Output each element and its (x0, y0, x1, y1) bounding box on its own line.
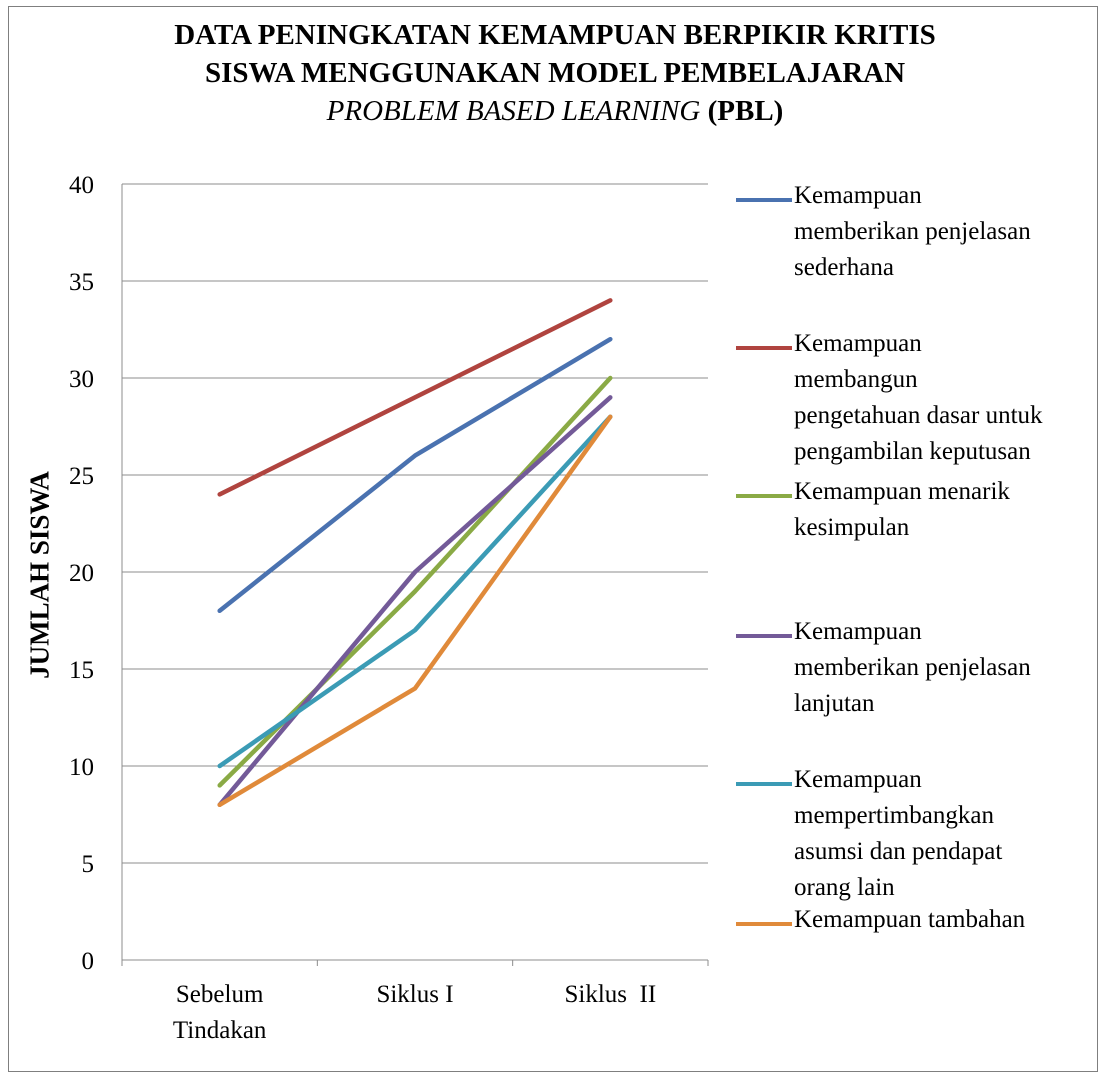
y-tick-label-5: 5 (82, 851, 95, 878)
y-tick-label-0: 0 (82, 948, 95, 975)
legend-swatch-5 (736, 782, 792, 786)
legend-swatch-1 (736, 198, 792, 202)
legend-label-line: mempertimbangkan (794, 802, 994, 829)
chart-title-line-1: DATA PENINGKATAN KEMAMPUAN BERPIKIR KRIT… (174, 19, 936, 51)
legend-swatch-3 (736, 494, 792, 498)
legend-swatch-4 (736, 634, 792, 638)
series-line-6 (217, 414, 613, 808)
chart-title-line-2: SISWA MENGGUNAKAN MODEL PEMBELAJARAN (204, 57, 906, 89)
series-line-5 (217, 414, 613, 769)
y-tick-label-30: 30 (69, 366, 94, 393)
chart-title-italic: PROBLEM BASED LEARNING (326, 95, 701, 127)
y-tick-label-15: 15 (69, 657, 94, 684)
y-tick-label-25: 25 (69, 463, 94, 490)
legend-label-line: pengetahuan dasar untuk (794, 402, 1043, 429)
x-tick-label-2-0: Siklus II (564, 981, 656, 1008)
series-line-1 (217, 336, 613, 614)
legend-label-line: membangun (794, 366, 918, 393)
legend-label-line: lanjutan (794, 690, 875, 717)
legend-label-line: memberikan penjelasan (794, 654, 1031, 681)
y-tick-label-10: 10 (69, 754, 94, 781)
legend-label-line: kesimpulan (794, 514, 910, 541)
series-line-2 (217, 298, 613, 497)
legend-swatch-6 (736, 922, 792, 926)
legend-label-2: Kemampuan membangun pengetahuan dasar untu… (794, 326, 1094, 470)
x-tick-label-0-1: Tindakan (173, 1017, 267, 1044)
legend-label-line: Kemampuan (794, 618, 922, 645)
legend-swatch-2 (736, 346, 792, 350)
legend-label-line: asumsi dan pendapat (794, 838, 1003, 865)
legend-label-line: Kemampuan (794, 766, 922, 793)
legend-label-line: pengambilan keputusan (794, 438, 1031, 465)
y-tick-label-35: 35 (69, 269, 94, 296)
legend-label-line: sederhana (794, 254, 894, 281)
chart-title-suffix: (PBL) (700, 95, 784, 127)
x-tick-label-0-0: Sebelum (176, 981, 264, 1008)
legend-label-4: Kemampuan memberikan penjelasan lanjutan (794, 614, 1094, 722)
chart-title-line-3: PROBLEM BASED LEARNING (PBL) (120, 92, 990, 130)
legend-label-line: Kemampuan menarik (794, 478, 1010, 505)
legend-label-3: Kemampuan menarik kesimpulan (794, 474, 1094, 546)
y-tick-label-20: 20 (69, 560, 94, 587)
legend-label-line: Kemampuan tambahan (794, 906, 1026, 933)
x-tick-label-1-0: Siklus I (376, 981, 453, 1008)
legend-label-line: memberikan penjelasan (794, 218, 1031, 245)
legend-label-1: Kemampuan memberikan penjelasan sederhana (794, 178, 1094, 286)
y-tick-label-40: 40 (69, 172, 94, 199)
legend-label-5: Kemampuan mempertimbangkan asumsi dan pend… (794, 762, 1094, 906)
chart-title: DATA PENINGKATAN KEMAMPUAN BERPIKIR KRIT… (120, 16, 990, 130)
legend-label-line: Kemampuan (794, 182, 922, 209)
legend-label-6: Kemampuan tambahan (794, 902, 1094, 938)
legend-label-line: orang lain (794, 874, 895, 901)
series-line-4 (217, 395, 613, 808)
legend-label-line: Kemampuan (794, 330, 922, 357)
